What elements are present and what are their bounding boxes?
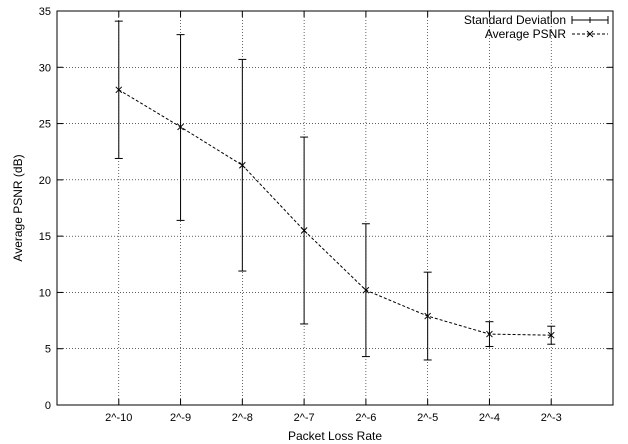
legend-label-average-psnr: Average PSNR	[485, 27, 566, 41]
y-tick-label: 35	[39, 6, 51, 18]
legend: Standard Deviation Average PSNR	[464, 13, 609, 41]
marker-stroke	[238, 161, 246, 169]
marker-stroke	[486, 330, 493, 338]
y-tick-label: 0	[45, 400, 51, 412]
data-point	[547, 331, 555, 339]
legend-key-marker	[586, 30, 594, 38]
legend-key-average-psnr	[572, 30, 608, 38]
data-point	[424, 312, 432, 320]
marker-stroke	[362, 286, 370, 294]
x-tick-label: 2^-5	[417, 412, 438, 424]
marker-stroke	[115, 86, 123, 94]
y-tick-label: 5	[45, 344, 51, 356]
average-psnr-markers	[115, 86, 555, 339]
legend-key-standard-deviation	[571, 16, 609, 24]
average-psnr-line	[118, 89, 552, 336]
y-tick-label: 30	[39, 62, 51, 74]
x-tick-label: 2^-8	[232, 412, 253, 424]
marker-stroke	[424, 312, 432, 320]
y-tick-label: 10	[39, 287, 51, 299]
y-axis-ticks: 0 5 10 15 20 25 30 35	[39, 6, 613, 412]
data-point	[177, 123, 184, 131]
data-point	[300, 227, 308, 234]
data-point	[362, 286, 370, 294]
data-point	[486, 330, 493, 338]
y-tick-label: 25	[39, 119, 51, 131]
data-point	[115, 86, 123, 94]
x-tick-label: 2^-10	[105, 412, 132, 424]
y-tick-label: 20	[39, 175, 51, 187]
x-tick-label: 2^-7	[294, 412, 315, 424]
x-axis-label: Packet Loss Rate	[288, 429, 382, 443]
x-tick-label: 2^-4	[479, 412, 500, 424]
x-tick-label: 2^-9	[170, 412, 191, 424]
plot-area-frame	[56, 10, 614, 406]
marker-stroke	[177, 123, 184, 131]
x-axis-ticks: 2^-10 2^-9 2^-8 2^-7 2^-6 2^-5 2^-4 2^-3	[105, 11, 562, 424]
x-tick-label: 2^-6	[355, 412, 376, 424]
marker-stroke	[547, 331, 555, 339]
y-axis-label: Average PSNR (dB)	[11, 154, 25, 261]
x-tick-label: 2^-3	[541, 412, 562, 424]
data-point	[238, 161, 246, 169]
y-tick-label: 15	[39, 231, 51, 243]
grid-lines	[57, 11, 613, 405]
marker-stroke	[300, 227, 308, 234]
legend-label-standard-deviation: Standard Deviation	[464, 13, 566, 27]
